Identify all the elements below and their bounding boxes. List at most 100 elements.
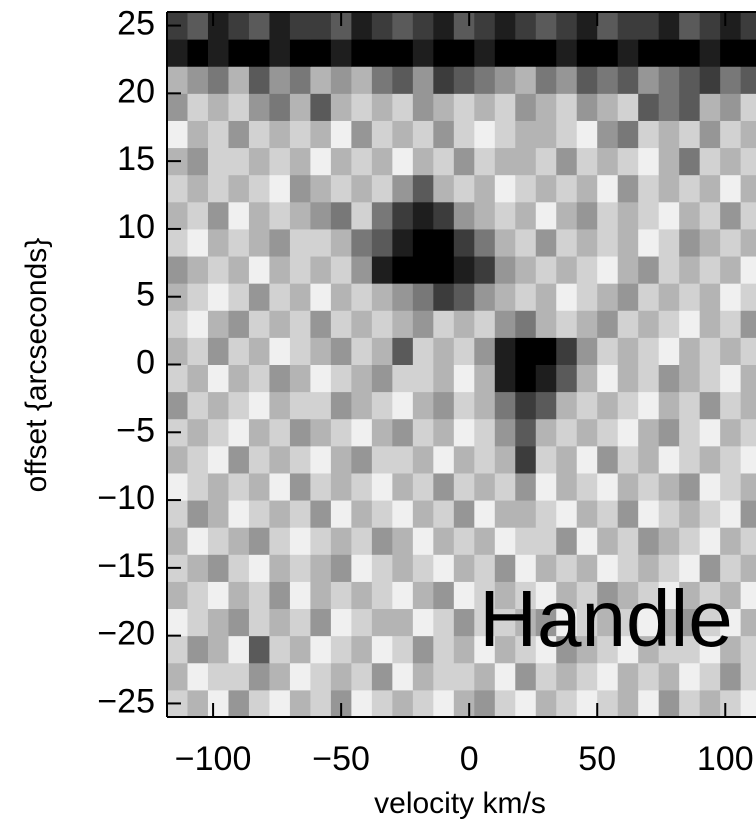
cell [371, 337, 393, 365]
cell [371, 39, 393, 67]
cell [187, 472, 209, 501]
cell [269, 472, 291, 501]
cell [392, 147, 414, 176]
cell [515, 147, 537, 176]
cell [658, 66, 680, 94]
cell [412, 228, 434, 257]
cell [474, 66, 496, 94]
cell [658, 283, 680, 311]
cell [433, 66, 455, 94]
cell [228, 527, 250, 555]
cell [576, 635, 598, 664]
cell [392, 228, 414, 257]
cell [289, 12, 311, 40]
cell [535, 662, 557, 691]
cell [720, 310, 742, 338]
cell [207, 608, 229, 637]
x-tick-label: −50 [312, 740, 370, 778]
cell [228, 635, 250, 664]
x-tick-label: 100 [697, 740, 754, 778]
cell [658, 391, 680, 420]
cell [597, 310, 619, 338]
cell [658, 310, 680, 338]
cell [720, 228, 742, 257]
cell [556, 66, 578, 94]
cell [658, 93, 680, 121]
cell [515, 66, 537, 94]
cell [371, 310, 393, 338]
cell [433, 147, 455, 176]
cell [658, 364, 680, 393]
cell [535, 93, 557, 121]
cell [597, 256, 619, 284]
cell [556, 500, 578, 528]
cell [658, 256, 680, 284]
cell [453, 283, 475, 311]
cell [638, 445, 660, 474]
y-tick-label: −10 [97, 479, 155, 517]
cell [412, 608, 434, 637]
cell [187, 256, 209, 284]
cell [167, 201, 188, 230]
cell [658, 527, 680, 555]
cell [453, 554, 475, 582]
cell [556, 527, 578, 555]
cell [597, 689, 619, 718]
cell [289, 256, 311, 284]
cell [392, 554, 414, 582]
cell [679, 418, 701, 447]
cell [167, 364, 188, 393]
cell [699, 500, 721, 528]
cell [412, 256, 434, 284]
cell [658, 445, 680, 474]
cell [576, 93, 598, 121]
cell [248, 12, 270, 40]
cell [638, 310, 660, 338]
cell [576, 39, 598, 67]
cell [433, 608, 455, 637]
cell [187, 662, 209, 691]
cell [269, 445, 291, 474]
cell [556, 283, 578, 311]
cell [474, 581, 496, 610]
cell [515, 201, 537, 230]
cell [679, 662, 701, 691]
cell [720, 120, 742, 149]
cell [392, 527, 414, 555]
cell [248, 581, 270, 610]
cell [248, 418, 270, 447]
cell [310, 337, 332, 365]
cell [597, 228, 619, 257]
cell [535, 66, 557, 94]
cell [617, 445, 639, 474]
cell [392, 174, 414, 203]
cell [597, 337, 619, 365]
cell [228, 364, 250, 393]
cell [269, 581, 291, 610]
cell [576, 120, 598, 149]
cell [474, 391, 496, 420]
cell [289, 635, 311, 664]
cell [494, 581, 516, 610]
cell [515, 120, 537, 149]
cell [535, 445, 557, 474]
cell [351, 93, 373, 121]
cell [392, 12, 414, 40]
cell [269, 608, 291, 637]
cell [576, 500, 598, 528]
cell [351, 228, 373, 257]
cell [289, 527, 311, 555]
cell [310, 39, 332, 67]
cell [228, 174, 250, 203]
cell [720, 201, 742, 230]
cell [207, 445, 229, 474]
cell [658, 500, 680, 528]
cell [248, 472, 270, 501]
cell [167, 500, 188, 528]
y-tick-label: 15 [117, 140, 155, 178]
cell [310, 445, 332, 474]
cell [453, 581, 475, 610]
cell [371, 554, 393, 582]
cell [679, 581, 701, 610]
cell [740, 120, 756, 149]
